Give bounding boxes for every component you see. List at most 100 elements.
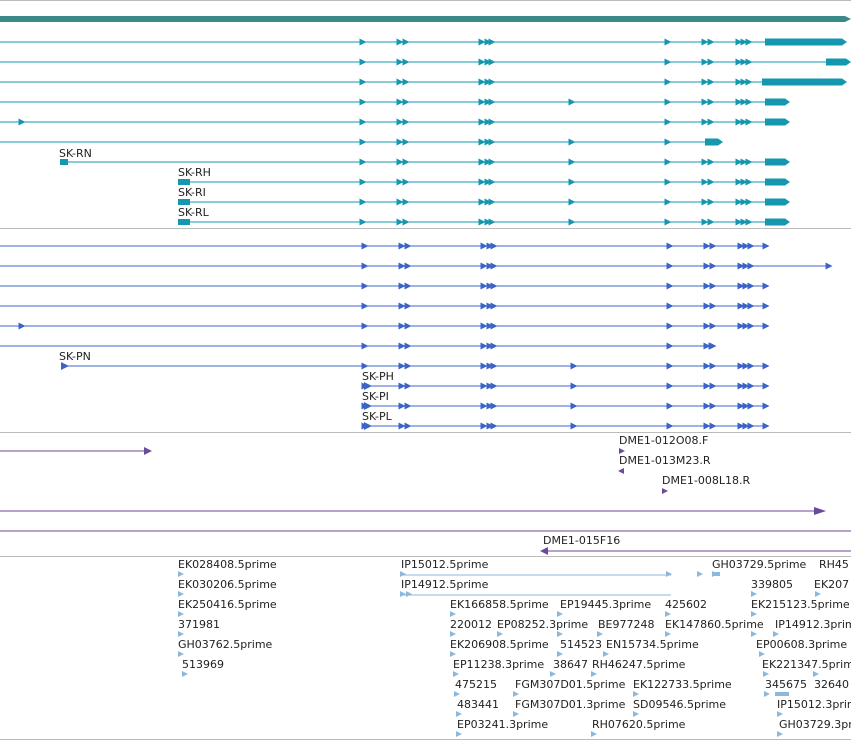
exon-arrow: [759, 651, 765, 657]
exon-arrow: [484, 198, 492, 206]
exon-arrow: [568, 98, 576, 106]
exon-arrow: [454, 691, 460, 697]
est-label[interactable]: IP15012.5prime: [401, 558, 489, 571]
est-label[interactable]: EK166858.5prime: [450, 598, 549, 611]
est-label[interactable]: IP14912.3prime: [775, 618, 851, 631]
est-label[interactable]: 371981: [178, 618, 220, 631]
exon-arrow: [402, 138, 410, 146]
exon-arrow: [484, 178, 492, 186]
exon-arrow: [709, 262, 717, 270]
exon-arrow: [480, 302, 488, 310]
exon-arrow: [361, 322, 369, 330]
transcript-label[interactable]: SK-RL: [178, 206, 209, 219]
est-label[interactable]: EN15734.5prime: [606, 638, 699, 651]
polypeptide-label[interactable]: SK-PH: [362, 370, 394, 383]
exon-arrow: [762, 402, 770, 410]
est-label[interactable]: GH03729.5prime: [712, 558, 807, 571]
utr-block[interactable]: [705, 138, 718, 146]
est-block[interactable]: [714, 572, 720, 576]
exon-arrow: [450, 611, 456, 617]
exon-arrow: [737, 302, 745, 310]
est-label[interactable]: 345675: [765, 678, 807, 691]
est-label[interactable]: EK206908.5prime: [450, 638, 549, 651]
exon-arrow: [745, 78, 753, 86]
utr-arrow: [785, 198, 790, 206]
utr-block[interactable]: [765, 198, 785, 206]
utr-block[interactable]: [178, 179, 190, 185]
exon-arrow: [406, 591, 412, 597]
polypeptide-label[interactable]: SK-PL: [362, 410, 392, 423]
est-label[interactable]: BE977248: [598, 618, 655, 631]
exon-arrow: [709, 382, 717, 390]
utr-block[interactable]: [60, 159, 68, 165]
exon-arrow: [703, 302, 711, 310]
est-label[interactable]: FGM307D01.3prime: [515, 698, 626, 711]
est-label[interactable]: EK250416.5prime: [178, 598, 277, 611]
utr-block[interactable]: [765, 38, 842, 46]
est-label[interactable]: EK221347.5prime: [762, 658, 851, 671]
est-label[interactable]: GH03762.5prime: [178, 638, 273, 651]
est-label[interactable]: EP00608.3prime: [756, 638, 848, 651]
exon-arrow: [490, 362, 498, 370]
exon-arrow: [751, 611, 757, 617]
clone-label[interactable]: DME1-013M23.R: [619, 454, 711, 467]
transcript-label[interactable]: SK-RH: [178, 166, 211, 179]
utr-block[interactable]: [765, 98, 785, 106]
clone-label[interactable]: DME1-012O08.F: [619, 434, 709, 447]
est-label[interactable]: RH07620.5prime: [592, 718, 686, 731]
exon-arrow: [742, 402, 750, 410]
exon-arrow: [486, 322, 494, 330]
est-label[interactable]: EP03241.3prime: [457, 718, 549, 731]
utr-block[interactable]: [765, 178, 785, 186]
est-label[interactable]: EK215123.5prime: [751, 598, 850, 611]
utr-block[interactable]: [826, 58, 846, 66]
transcript-label[interactable]: SK-RI: [178, 186, 206, 199]
est-label[interactable]: 513969: [182, 658, 224, 671]
utr-block[interactable]: [765, 218, 785, 226]
est-label[interactable]: SD09546.5prime: [633, 698, 726, 711]
est-label[interactable]: 32640: [814, 678, 849, 691]
est-label[interactable]: EK030206.5prime: [178, 578, 277, 591]
est-label[interactable]: EK207: [814, 578, 850, 591]
exon-arrow: [703, 402, 711, 410]
transcript-label[interactable]: SK-RN: [59, 147, 92, 160]
exon-arrow: [762, 322, 770, 330]
est-label[interactable]: RH46247.5prime: [592, 658, 686, 671]
utr-block[interactable]: [765, 118, 785, 126]
utr-block[interactable]: [178, 219, 190, 225]
est-label[interactable]: 339805: [751, 578, 793, 591]
exon-arrow: [666, 422, 674, 430]
est-label[interactable]: IP15012.3prime: [777, 698, 851, 711]
gene-span-bar[interactable]: [0, 16, 845, 22]
est-label[interactable]: 475215: [455, 678, 497, 691]
clone-label[interactable]: DME1-015F16: [543, 534, 621, 547]
est-label[interactable]: EK122733.5prime: [633, 678, 732, 691]
exon-arrow: [490, 262, 498, 270]
est-label[interactable]: EK147860.5prime: [665, 618, 764, 631]
est-label[interactable]: 425602: [665, 598, 707, 611]
utr-block[interactable]: [178, 199, 190, 205]
exon-arrow: [737, 242, 745, 250]
est-label[interactable]: IP14912.5prime: [401, 578, 489, 591]
est-label[interactable]: RH45: [819, 558, 849, 571]
est-label[interactable]: 514523: [560, 638, 602, 651]
est-label[interactable]: EP11238.3prime: [453, 658, 545, 671]
exon-arrow: [703, 362, 711, 370]
est-label[interactable]: 483441: [457, 698, 499, 711]
est-label[interactable]: GH03729.3prime: [779, 718, 851, 731]
clone-label[interactable]: DME1-008L18.R: [662, 474, 751, 487]
polypeptide-label[interactable]: SK-PN: [59, 350, 91, 363]
est-label[interactable]: EP08252.3prime: [497, 618, 589, 631]
est-label[interactable]: 38647: [553, 658, 588, 671]
exon-arrow: [568, 198, 576, 206]
utr-block[interactable]: [762, 78, 842, 86]
est-label[interactable]: FGM307D01.5prime: [515, 678, 626, 691]
est-label[interactable]: 220012: [450, 618, 492, 631]
exon-arrow: [742, 242, 750, 250]
est-label[interactable]: EP19445.3prime: [560, 598, 652, 611]
est-label[interactable]: EK028408.5prime: [178, 558, 277, 571]
utr-block[interactable]: [765, 158, 785, 166]
est-block[interactable]: [775, 692, 789, 696]
polypeptide-label[interactable]: SK-PI: [362, 390, 389, 403]
